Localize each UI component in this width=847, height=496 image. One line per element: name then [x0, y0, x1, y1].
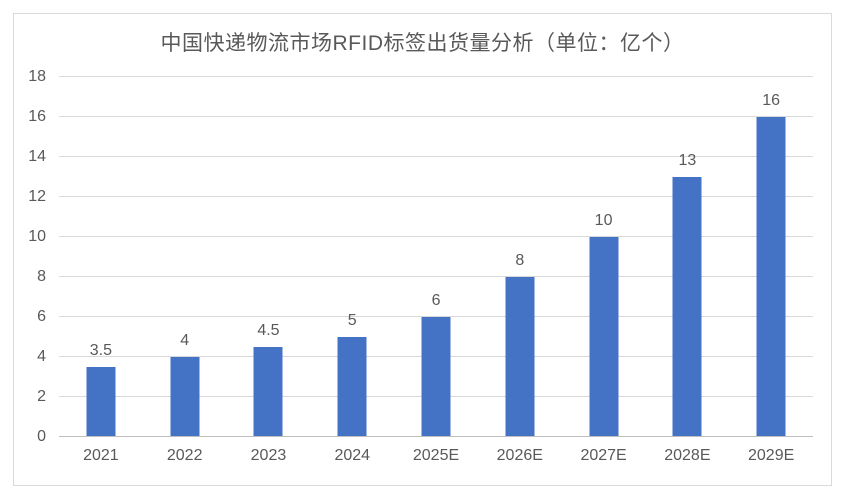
chart-title: 中国快递物流市场RFID标签出货量分析（单位：亿个） [160, 32, 685, 55]
gridline [59, 116, 813, 117]
x-tick-label: 2022 [166, 447, 203, 464]
bar [170, 357, 200, 437]
bar-value-label: 4 [180, 332, 190, 349]
bar [86, 367, 116, 437]
gridline [59, 196, 813, 197]
x-axis-tick-labels: 2021 2022 2023 2024 2025E 2026E 2027E 2028E 2029… [59, 447, 813, 465]
y-tick-label: 8 [37, 268, 46, 285]
y-tick-label: 2 [37, 388, 46, 405]
gridline [59, 316, 813, 317]
category-cell: 8 [478, 77, 562, 437]
x-tick-label: 2021 [83, 447, 119, 464]
bars-row: 3.5 4 4.5 5 6 8 10 13 16 [59, 77, 813, 437]
category-cell: 5 [310, 77, 394, 437]
y-tick-label: 12 [28, 188, 46, 205]
bar [756, 117, 786, 437]
x-tick-label: 2025E [412, 447, 460, 464]
category-cell: 16 [729, 77, 813, 437]
y-tick-label: 14 [28, 148, 46, 165]
y-tick-label: 18 [28, 68, 46, 85]
gridline [59, 236, 813, 237]
gridline [59, 276, 813, 277]
gridline [59, 156, 813, 157]
bar-value-label: 8 [515, 252, 525, 269]
bar-value-label: 10 [594, 212, 613, 229]
bar-value-label: 4.5 [257, 322, 280, 339]
y-tick-label: 0 [37, 428, 46, 445]
category-cell: 3.5 [59, 77, 143, 437]
bar [253, 347, 283, 437]
y-tick-label: 10 [28, 228, 46, 245]
category-cell: 13 [645, 77, 729, 437]
chart-frame: 中国快递物流市场RFID标签出货量分析（单位：亿个） 0 2 4 6 8 10 12 14 16… [13, 13, 832, 486]
bar-value-label: 6 [431, 292, 441, 309]
gridline [59, 76, 813, 77]
bar [505, 277, 535, 437]
bar-value-label: 13 [678, 152, 697, 169]
y-tick-label: 6 [37, 308, 46, 325]
plot-area: 3.5 4 4.5 5 6 8 10 13 16 [59, 76, 813, 437]
x-tick-label: 2026E [496, 447, 543, 464]
category-cell: 4.5 [227, 77, 311, 437]
x-tick-label: 2023 [250, 447, 287, 464]
bar-value-label: 16 [762, 92, 781, 109]
y-tick-label: 4 [37, 348, 46, 365]
x-tick-label: 2024 [334, 447, 371, 464]
x-axis-line [59, 436, 813, 437]
y-axis-tick-labels: 0 2 4 6 8 10 12 14 16 18 [14, 68, 46, 445]
category-cell: 6 [394, 77, 478, 437]
category-cell: 10 [562, 77, 646, 437]
x-tick-label: 2028E [664, 447, 711, 464]
bar [672, 177, 702, 437]
y-tick-label: 16 [28, 108, 46, 125]
x-tick-label: 2029E [748, 447, 795, 464]
bar [337, 337, 367, 437]
category-cell: 4 [143, 77, 227, 437]
bar-value-label: 5 [347, 312, 357, 329]
bar [421, 317, 451, 437]
bar [589, 237, 619, 437]
x-tick-label: 2027E [580, 447, 627, 464]
bar-value-label: 3.5 [89, 342, 113, 359]
